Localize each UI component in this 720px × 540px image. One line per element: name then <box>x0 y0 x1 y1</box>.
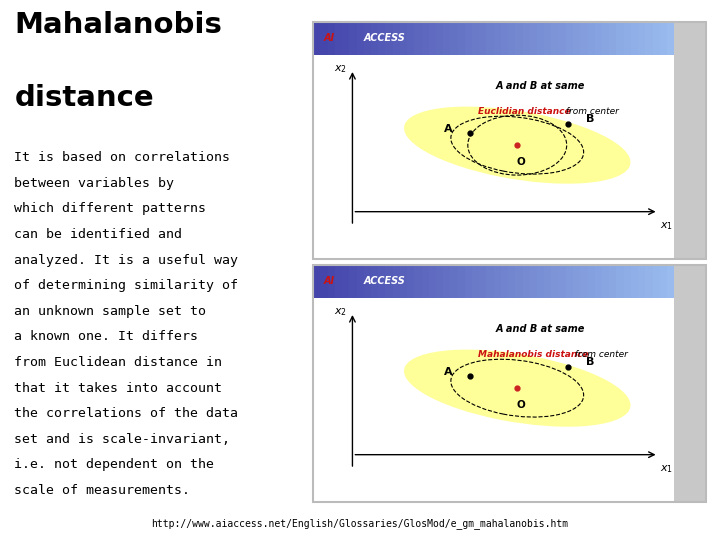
Ellipse shape <box>404 106 631 184</box>
Text: distance: distance <box>14 84 154 112</box>
Ellipse shape <box>404 349 631 427</box>
Text: analyzed. It is a useful way: analyzed. It is a useful way <box>14 254 238 267</box>
Text: of determining similarity of: of determining similarity of <box>14 279 238 292</box>
Text: the correlations of the data: the correlations of the data <box>14 407 238 420</box>
Text: from Euclidean distance in: from Euclidean distance in <box>14 356 222 369</box>
Text: that it takes into account: that it takes into account <box>14 382 222 395</box>
Text: a known one. It differs: a known one. It differs <box>14 330 199 343</box>
Text: scale of measurements.: scale of measurements. <box>14 484 190 497</box>
Text: set and is scale-invariant,: set and is scale-invariant, <box>14 433 230 446</box>
Text: $x_1$: $x_1$ <box>660 220 673 232</box>
Text: A and B at same: A and B at same <box>496 324 585 334</box>
Text: $x_2$: $x_2$ <box>334 306 347 318</box>
Text: can be identified and: can be identified and <box>14 228 182 241</box>
Text: which different patterns: which different patterns <box>14 202 207 215</box>
Text: from center: from center <box>563 107 618 117</box>
Text: $x_2$: $x_2$ <box>334 63 347 75</box>
Text: A: A <box>444 367 453 376</box>
Text: B: B <box>585 357 594 367</box>
Bar <box>674 22 706 259</box>
Bar <box>313 298 674 502</box>
Text: B: B <box>585 114 594 124</box>
Bar <box>313 55 674 259</box>
Text: $x_1$: $x_1$ <box>660 463 673 475</box>
Text: O: O <box>517 400 526 410</box>
Text: i.e. not dependent on the: i.e. not dependent on the <box>14 458 215 471</box>
Text: Euclidian distance: Euclidian distance <box>478 107 571 117</box>
Text: an unknown sample set to: an unknown sample set to <box>14 305 207 318</box>
Text: Mahalanobis: Mahalanobis <box>14 11 222 39</box>
Text: Mahalanobis distance: Mahalanobis distance <box>478 350 589 360</box>
Text: http://www.aiaccess.net/English/Glossaries/GlosMod/e_gm_mahalanobis.htm: http://www.aiaccess.net/English/Glossari… <box>151 518 569 529</box>
Text: between variables by: between variables by <box>14 177 174 190</box>
Text: O: O <box>517 157 526 167</box>
Bar <box>674 265 706 502</box>
Text: It is based on correlations: It is based on correlations <box>14 151 230 164</box>
Text: from center: from center <box>572 350 628 360</box>
Text: A and B at same: A and B at same <box>496 81 585 91</box>
Text: A: A <box>444 124 453 133</box>
